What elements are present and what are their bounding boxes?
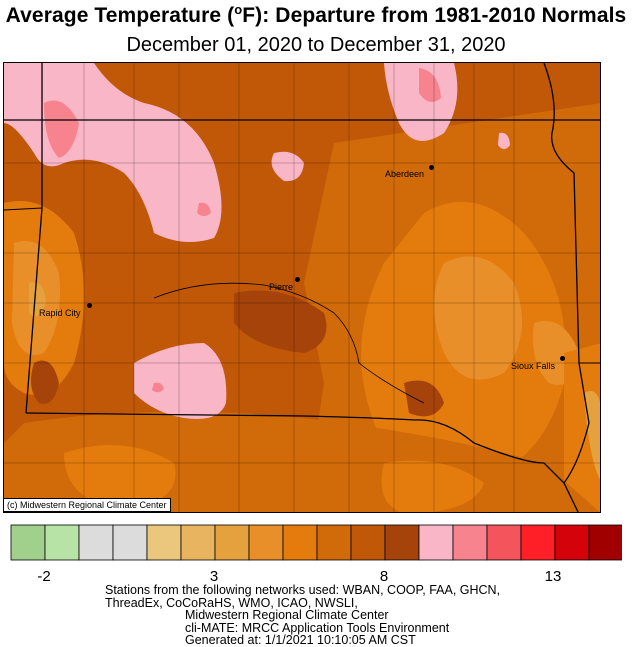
aberdeen-marker: [429, 165, 434, 170]
legend-swatch: [316, 524, 352, 561]
legend-swatch: [112, 524, 148, 561]
legend-swatches: [10, 524, 622, 561]
legend-swatch: [248, 524, 284, 561]
legend-swatch: [146, 524, 182, 561]
departure-area-southwest: [64, 445, 176, 508]
pierre-marker: [295, 277, 300, 282]
legend-swatch: [44, 524, 80, 561]
wy-border-segment: [4, 207, 43, 211]
legend-tick-label: -2: [37, 568, 51, 585]
sd-ne-border: [25, 412, 579, 512]
above-normal-area-north: [384, 63, 458, 141]
map-subtitle: December 01, 2020 to December 31, 2020: [126, 34, 506, 56]
legend-swatch: [350, 524, 386, 561]
departure-area-pierre-dark: [234, 290, 327, 353]
sioux-falls-label: Sioux Falls: [511, 361, 556, 371]
above-normal-area-central: [271, 151, 304, 182]
above-normal-area-north-core: [419, 68, 441, 102]
legend-swatch: [10, 524, 46, 561]
temperature-departure-field: [4, 63, 600, 512]
departure-area-east-light: [434, 256, 522, 380]
sd-mn-ia-border: [543, 63, 590, 484]
color-legend: [10, 524, 622, 561]
footer-line: ThreadEx, CoCoRaHS, WMO, ICAO, NWSLI,: [105, 595, 358, 610]
legend-tick-label: 13: [544, 568, 562, 585]
footer-line: Generated at: 1/1/2021 10:10:05 AM CST: [185, 633, 416, 647]
legend-swatch: [452, 524, 488, 561]
above-normal-area-east: [498, 132, 510, 149]
legend-swatch: [486, 524, 522, 561]
missouri-river: [153, 282, 425, 404]
above-normal-area-southwest: [134, 343, 227, 419]
rapid-city-marker: [87, 303, 92, 308]
legend-swatch: [214, 524, 250, 561]
departure-area-south-central: [381, 460, 484, 512]
legend-tick-label: 3: [209, 568, 219, 585]
legend-swatch: [282, 524, 318, 561]
legend-swatch: [180, 524, 216, 561]
legend-swatch: [78, 524, 114, 561]
legend-tick-label: 8: [379, 568, 389, 585]
footer-line: Midwestern Regional Climate Center: [185, 608, 389, 622]
county-lines: [4, 63, 600, 512]
legend-swatch: [418, 524, 454, 561]
footer-line: Stations from the following networks use…: [105, 583, 501, 597]
map-title: Average Temperature (oF): Departure from…: [5, 2, 627, 27]
legend-swatch: [588, 524, 622, 561]
above-normal-area-dot: [197, 202, 211, 216]
copyright-credit: (c) Midwestern Regional Climate Center: [3, 498, 171, 512]
west-state-border: [25, 63, 43, 414]
aberdeen-label: Aberdeen: [385, 169, 425, 179]
departure-area-north-gap: [184, 63, 268, 90]
departure-area-far-east: [564, 343, 600, 512]
departure-area-black-hills: [30, 360, 59, 404]
departure-area-rapid-city: [29, 282, 46, 317]
footer-line: cli-MATE: MRCC Application Tools Environ…: [185, 620, 450, 635]
legend-swatch: [554, 524, 590, 561]
rapid-city-label: Rapid City: [39, 308, 81, 318]
above-normal-area-northwest-core: [44, 100, 79, 158]
legend-swatch: [384, 524, 420, 561]
pierre-label: Pierre: [269, 282, 294, 292]
above-normal-area-southwest-core: [152, 382, 164, 393]
sioux-falls-marker: [560, 356, 565, 361]
temperature-map: Aberdeen Pierre Rapid City Sioux Falls: [3, 62, 601, 513]
legend-swatch: [520, 524, 556, 561]
